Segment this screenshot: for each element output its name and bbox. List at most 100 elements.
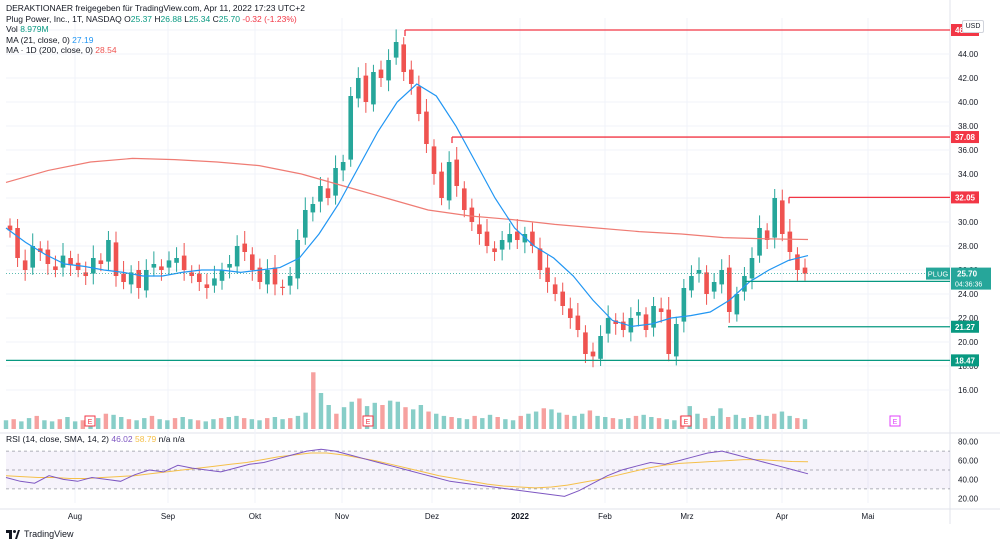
- candle-body: [439, 171, 444, 198]
- volume-bar: [318, 393, 324, 429]
- candle-body: [696, 270, 702, 274]
- rsi-extra: n/a n/a: [158, 434, 185, 444]
- ohlc-close-label: C: [212, 13, 219, 24]
- candle-body: [689, 276, 694, 291]
- volume-bar: [418, 405, 424, 429]
- candle-body: [174, 258, 179, 263]
- volume-bar: [42, 420, 47, 429]
- support-price-label-bg: [951, 354, 979, 367]
- ohlc-open-label: O: [124, 13, 131, 24]
- candle-body: [583, 332, 588, 354]
- price-tick-label: 24.00: [958, 290, 979, 299]
- earnings-marker-icon: [84, 415, 96, 427]
- candle-body: [113, 242, 119, 276]
- price-tick-label: 18.00: [958, 362, 979, 371]
- candle-body: [204, 284, 210, 288]
- volume-bar: [587, 410, 593, 429]
- earnings-marker-icon: [680, 415, 692, 427]
- candle-body: [30, 246, 36, 268]
- rsi-ma-line: [5, 452, 809, 489]
- volume-bar: [3, 420, 9, 429]
- footer[interactable]: TradingView: [6, 529, 74, 539]
- candle-body: [681, 288, 687, 322]
- time-tick-label: Sep: [161, 512, 176, 521]
- volume-bar: [372, 402, 377, 429]
- candle-body: [590, 351, 596, 357]
- volume-bar: [349, 401, 354, 429]
- candle-body: [386, 60, 391, 81]
- volume-bar: [541, 408, 546, 429]
- volume-bar: [172, 418, 178, 429]
- candle-body: [378, 69, 384, 78]
- volume-bar: [218, 418, 224, 429]
- volume-bar: [11, 419, 16, 429]
- volume-bar: [211, 419, 216, 429]
- volume-bar: [395, 401, 401, 429]
- time-tick-label: Dez: [425, 512, 439, 521]
- time-tick-label: Feb: [598, 512, 612, 521]
- currency-button[interactable]: USD: [962, 20, 984, 33]
- volume-bar: [303, 412, 308, 429]
- volume-bar: [203, 421, 208, 429]
- ma200-label: MA · 1D (200, close, 0): [6, 45, 93, 56]
- earnings-marker-letter: E: [684, 419, 689, 426]
- ma21-value: 27.19: [72, 34, 94, 45]
- time-axis[interactable]: Aug Sep Okt Nov Dez 2022 Feb Mrz Apr Mai: [68, 512, 875, 521]
- volume-bar: [334, 413, 339, 429]
- ohlc-high-label: H: [154, 13, 161, 24]
- candle-body: [575, 315, 581, 330]
- volume-bar: [695, 413, 700, 429]
- resistance-price-label-bg: [951, 131, 979, 144]
- candle-body: [507, 234, 513, 243]
- earnings-marker-letter: E: [88, 419, 93, 426]
- volume-bar: [533, 411, 539, 429]
- volume-bar: [80, 420, 86, 429]
- candle-body: [348, 96, 354, 160]
- candle-body: [302, 210, 308, 238]
- volume-bar: [380, 405, 385, 429]
- volume-bar: [603, 417, 608, 429]
- candle-body: [333, 168, 338, 196]
- price-tick-label: 36.00: [958, 146, 979, 155]
- candle-body: [605, 318, 611, 334]
- volume-bar: [49, 421, 55, 429]
- ticker-tag-bg: [926, 267, 950, 280]
- candle-body: [795, 254, 800, 270]
- candle-body: [477, 224, 482, 234]
- candle-body: [318, 186, 323, 202]
- candle-body: [726, 267, 732, 312]
- volume-bar: [249, 419, 255, 429]
- earnings-marker-letter: E: [366, 419, 371, 426]
- volume-bar: [257, 420, 262, 429]
- volume-bar: [672, 420, 677, 429]
- candle-body: [424, 111, 429, 144]
- candle-body: [802, 267, 808, 274]
- volume-bar: [426, 411, 431, 429]
- time-tick-label: Nov: [335, 512, 349, 521]
- ma21-row[interactable]: MA (21, close, 0) 27.19: [6, 35, 305, 46]
- price-tick-label: 16.00: [958, 386, 979, 395]
- ma200-row[interactable]: MA · 1D (200, close, 0) 28.54: [6, 45, 305, 56]
- candle-body: [779, 200, 785, 234]
- volume-bar: [764, 415, 769, 429]
- rsi-ma-value: 58.79: [135, 434, 157, 444]
- candle-body: [355, 78, 361, 99]
- volume-bar: [288, 418, 293, 429]
- price-tick-label: 38.00: [958, 122, 979, 131]
- candle-body: [181, 255, 187, 270]
- volume-row[interactable]: Vol 8.979M: [6, 24, 305, 35]
- rsi-legend[interactable]: RSI (14, close, SMA, 14, 2) 46.02 58.79 …: [6, 434, 185, 444]
- symbol-name: Plug Power, Inc., 1T, NASDAQ: [6, 13, 122, 24]
- volume-bar: [326, 405, 331, 429]
- symbol-row[interactable]: Plug Power, Inc., 1T, NASDAQ O25.37 H26.…: [6, 14, 305, 25]
- volume-bar: [733, 414, 739, 429]
- candle-body: [393, 42, 399, 58]
- volume-bar: [111, 414, 116, 429]
- volume-bar: [387, 400, 393, 429]
- volume-bar: [518, 415, 523, 429]
- volume-bar: [180, 417, 185, 429]
